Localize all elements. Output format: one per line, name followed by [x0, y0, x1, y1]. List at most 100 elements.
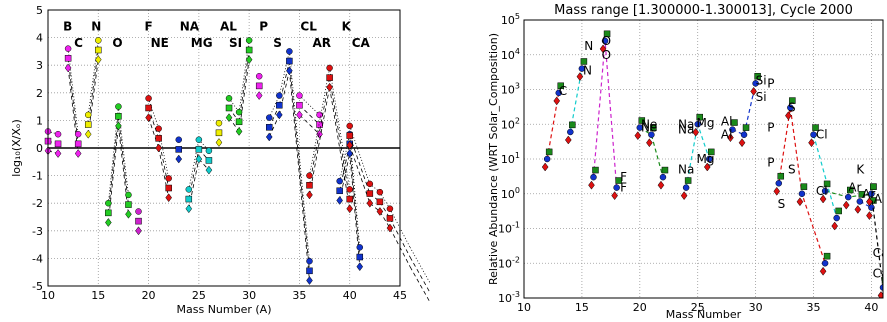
left-data-point: [255, 82, 263, 90]
left-data-point: [64, 63, 72, 73]
left-series-line: [228, 117, 240, 132]
right-x-tick-label: 25: [691, 301, 705, 314]
right-series-line: [592, 40, 618, 188]
left-data-point: [155, 135, 162, 142]
right-series-line: [569, 68, 583, 133]
left-data-point: [235, 127, 243, 136]
left-element-label: NE: [151, 36, 169, 50]
left-data-point: [135, 226, 142, 236]
left-series-line: [409, 266, 431, 303]
right-data-point: [866, 211, 873, 221]
right-data-point: [858, 191, 866, 198]
right-data-point: [800, 183, 808, 190]
left-data-point: [366, 180, 374, 188]
left-data-point: [306, 172, 313, 179]
left-data-point: [54, 130, 62, 138]
right-element-label: F: [620, 181, 627, 195]
left-series-line: [309, 77, 330, 186]
right-data-point: [580, 58, 588, 65]
right-series-si: [727, 73, 761, 148]
left-series-s: [265, 48, 313, 285]
right-data-point: [543, 155, 551, 163]
right-data-point: [541, 162, 549, 172]
left-data-point: [356, 244, 364, 251]
left-element-label: CA: [352, 36, 371, 50]
right-data-point: [545, 148, 553, 156]
left-data-point: [195, 154, 203, 164]
right-data-point: [634, 131, 642, 141]
left-data-point: [74, 140, 82, 148]
right-data-point: [856, 198, 864, 205]
right-y-axis-label: Relative Abundance (WRT Solar_Compositio…: [487, 33, 500, 285]
left-x-tick-label: 45: [393, 289, 407, 302]
left-data-point: [64, 55, 72, 62]
right-data-point: [796, 197, 804, 207]
left-data-point: [336, 196, 343, 205]
right-data-point: [682, 184, 690, 191]
left-series-line: [409, 247, 431, 284]
right-data-point: [812, 124, 819, 131]
right-element-label: Cl: [816, 184, 828, 198]
left-data-point: [336, 177, 343, 185]
right-data-point: [789, 97, 796, 104]
right-element-label: Mg: [697, 116, 715, 130]
right-data-point: [777, 172, 785, 180]
left-x-tick-label: 40: [343, 289, 357, 302]
right-series-line: [812, 134, 838, 219]
left-element-label: AL: [220, 20, 237, 34]
right-data-point: [854, 205, 862, 214]
right-data-point: [694, 121, 701, 128]
right-data-point: [798, 190, 806, 197]
right-y-tick-label: 10-3: [498, 290, 520, 305]
left-element-label: NA: [180, 20, 200, 34]
left-data-point: [185, 186, 193, 193]
left-data-point: [215, 129, 223, 137]
left-series-line: [87, 40, 99, 115]
left-series-line: [107, 125, 119, 223]
right-y-tick-label: 101: [501, 151, 520, 166]
right-x-tick-label: 20: [633, 301, 647, 314]
right-x-tick-label: 15: [575, 301, 589, 314]
right-series-s: [773, 97, 831, 276]
right-series-o: [588, 30, 622, 201]
right-data-point: [773, 186, 781, 196]
left-data-point: [64, 45, 72, 52]
right-data-point: [750, 86, 757, 96]
left-series-line: [288, 70, 310, 281]
right-element-label: O: [602, 48, 611, 62]
right-data-point: [821, 187, 829, 195]
left-x-tick-label: 35: [292, 289, 306, 302]
left-data-point: [115, 103, 122, 110]
right-x-axis-label: Mass Number: [666, 308, 742, 321]
left-y-tick-label: -3: [32, 225, 43, 238]
left-data-point: [326, 64, 333, 72]
left-y-tick-label: 1: [36, 114, 43, 127]
left-element-label: AR: [313, 36, 332, 50]
right-data-point: [638, 117, 646, 124]
left-data-point: [346, 195, 353, 203]
left-y-axis-label: log₁₀(X/Xₒ): [10, 119, 23, 177]
left-series-f: [135, 208, 142, 236]
left-series-line: [67, 58, 79, 144]
left-data-point: [95, 46, 102, 54]
left-data-point: [306, 267, 313, 275]
left-data-point: [175, 146, 182, 153]
left-series-c: [64, 45, 82, 158]
left-series-line: [369, 183, 381, 193]
right-series-line: [870, 193, 883, 288]
right-element-label: Al: [721, 114, 733, 128]
right-data-point: [708, 148, 715, 156]
left-element-label: P: [259, 20, 268, 34]
left-data-point: [175, 154, 183, 164]
left-data-point: [245, 55, 253, 65]
left-data-point: [376, 198, 384, 206]
left-data-point: [135, 208, 142, 215]
right-x-tick-label: 40: [864, 301, 878, 314]
right-element-label: Si: [756, 74, 767, 88]
right-data-point: [847, 186, 854, 194]
right-data-point: [696, 113, 703, 121]
right-data-point: [636, 124, 644, 131]
right-data-point: [648, 131, 655, 138]
right-element-label: Na: [678, 123, 694, 137]
